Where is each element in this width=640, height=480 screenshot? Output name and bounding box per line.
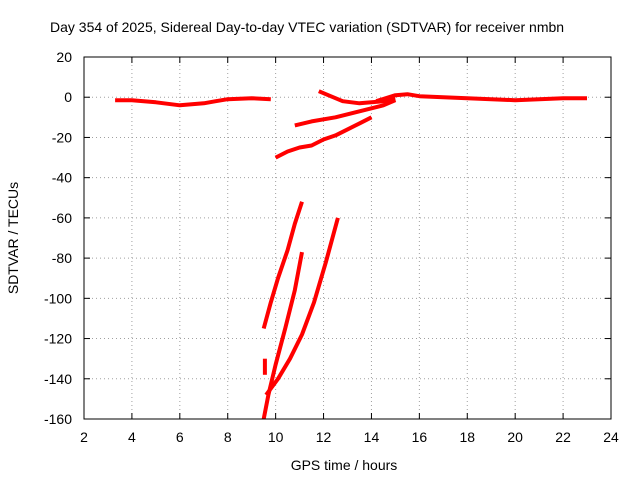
x-tick-label: 6 <box>176 429 184 445</box>
y-tick-label: 0 <box>64 89 72 105</box>
x-tick-label: 12 <box>316 429 332 445</box>
y-tick-label: -160 <box>44 411 72 427</box>
x-tick-label: 4 <box>128 429 136 445</box>
x-tick-label: 14 <box>364 429 380 445</box>
series-track-2 <box>375 92 587 104</box>
series-track-4 <box>294 98 397 128</box>
y-tick-label: -120 <box>44 331 72 347</box>
data-series <box>115 89 587 420</box>
y-tick-label: -60 <box>52 210 72 226</box>
grid <box>84 57 611 419</box>
x-tick-label: 10 <box>268 429 284 445</box>
y-tick-label: -140 <box>44 371 72 387</box>
series-track-9 <box>264 217 340 397</box>
y-tick-label: -40 <box>52 170 72 186</box>
y-tick-label: -80 <box>52 250 72 266</box>
series-track-8 <box>261 251 304 420</box>
y-tick-label: -100 <box>44 290 72 306</box>
x-tick-label: 22 <box>555 429 571 445</box>
x-tick-label: 24 <box>603 429 619 445</box>
axis-ticks: 2 4 6 8 10 12 14 16 18 20 22 24200-20-40-60-80-100-… <box>44 49 619 445</box>
x-tick-label: 20 <box>507 429 523 445</box>
x-tick-label: 16 <box>412 429 428 445</box>
series-track-3 <box>318 89 396 106</box>
series-track-1 <box>115 96 271 108</box>
x-axis-label: GPS time / hours <box>291 457 398 473</box>
x-tick-label: 8 <box>224 429 232 445</box>
y-tick-label: -20 <box>52 129 72 145</box>
y-tick-label: 20 <box>56 49 72 65</box>
x-tick-label: 2 <box>80 429 88 445</box>
y-axis-label: SDTVAR / TECUs <box>5 182 21 294</box>
chart-title: Day 354 of 2025, Sidereal Day-to-day VTE… <box>50 19 564 35</box>
x-tick-label: 18 <box>459 429 475 445</box>
series-track-5 <box>274 115 373 160</box>
series-track-6 <box>261 201 304 330</box>
plot-frame <box>83 56 612 420</box>
